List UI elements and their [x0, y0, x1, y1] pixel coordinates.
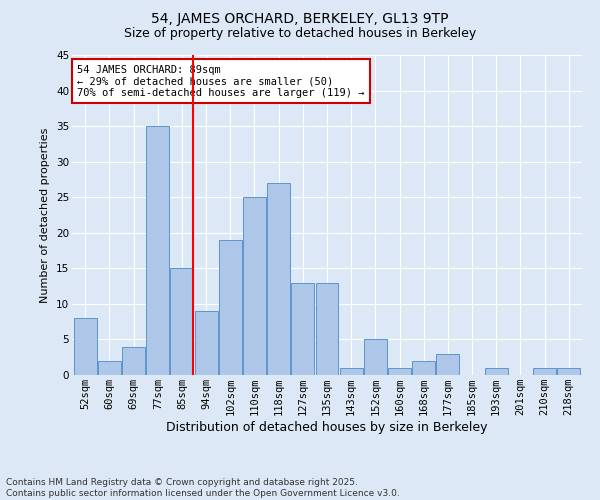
Bar: [316, 282, 338, 375]
Bar: [292, 282, 314, 375]
Bar: [340, 368, 362, 375]
Bar: [557, 368, 580, 375]
Text: Size of property relative to detached houses in Berkeley: Size of property relative to detached ho…: [124, 28, 476, 40]
Bar: [267, 183, 290, 375]
Bar: [412, 361, 435, 375]
Bar: [170, 268, 193, 375]
Y-axis label: Number of detached properties: Number of detached properties: [40, 128, 50, 302]
Bar: [485, 368, 508, 375]
Bar: [98, 361, 121, 375]
Bar: [364, 340, 387, 375]
Bar: [533, 368, 556, 375]
Bar: [122, 346, 145, 375]
Bar: [146, 126, 169, 375]
Bar: [388, 368, 411, 375]
Bar: [243, 197, 266, 375]
Text: 54, JAMES ORCHARD, BERKELEY, GL13 9TP: 54, JAMES ORCHARD, BERKELEY, GL13 9TP: [151, 12, 449, 26]
Bar: [194, 311, 218, 375]
Text: Contains HM Land Registry data © Crown copyright and database right 2025.
Contai: Contains HM Land Registry data © Crown c…: [6, 478, 400, 498]
X-axis label: Distribution of detached houses by size in Berkeley: Distribution of detached houses by size …: [166, 421, 488, 434]
Bar: [74, 318, 97, 375]
Bar: [219, 240, 242, 375]
Text: 54 JAMES ORCHARD: 89sqm
← 29% of detached houses are smaller (50)
70% of semi-de: 54 JAMES ORCHARD: 89sqm ← 29% of detache…: [77, 64, 365, 98]
Bar: [436, 354, 460, 375]
